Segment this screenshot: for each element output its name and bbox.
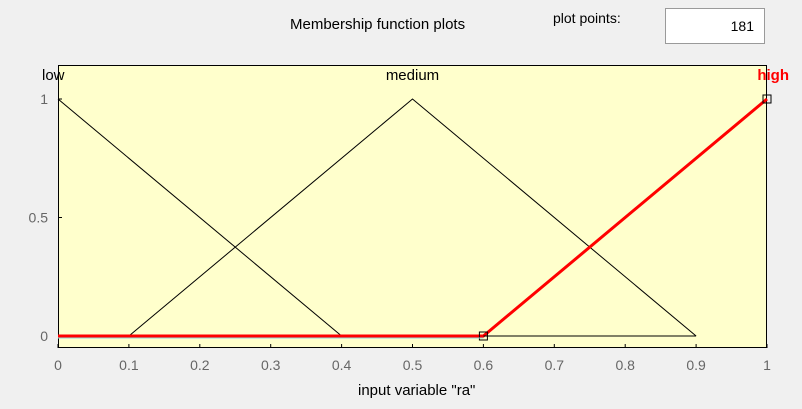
mf-handle[interactable] [762, 94, 772, 104]
x-tick-label: 0.5 [403, 357, 423, 373]
plot-points-label: plot points: [553, 10, 621, 26]
mf-line-high[interactable] [58, 97, 768, 338]
x-tick-label: 0.9 [686, 357, 706, 373]
x-tick-label: 0.8 [615, 357, 635, 373]
x-tick-label: 0 [54, 357, 62, 373]
y-tick-label: 0 [40, 328, 48, 344]
plot-points-input[interactable] [665, 8, 765, 44]
y-tick-label: 0.5 [29, 210, 49, 226]
x-tick-label: 0.2 [190, 357, 210, 373]
y-tick-label: 1 [40, 91, 48, 107]
mf-label-low: low [42, 67, 65, 84]
plot-area[interactable] [58, 65, 767, 348]
x-tick-label: 0.3 [261, 357, 281, 373]
mf-line-medium[interactable] [58, 98, 697, 337]
mf-label-medium: medium [386, 67, 439, 84]
x-tick-label: 0.4 [332, 357, 352, 373]
x-tick-label: 1 [763, 357, 771, 373]
x-tick-label: 0.6 [474, 357, 494, 373]
x-tick-label: 0.7 [545, 357, 565, 373]
x-tick-label: 0.1 [119, 357, 139, 373]
mf-line-low[interactable] [57, 98, 342, 337]
plot-title: Membership function plots [290, 16, 466, 33]
mf-label-high: high [757, 67, 789, 84]
x-axis-label: input variable "ra" [358, 382, 476, 399]
